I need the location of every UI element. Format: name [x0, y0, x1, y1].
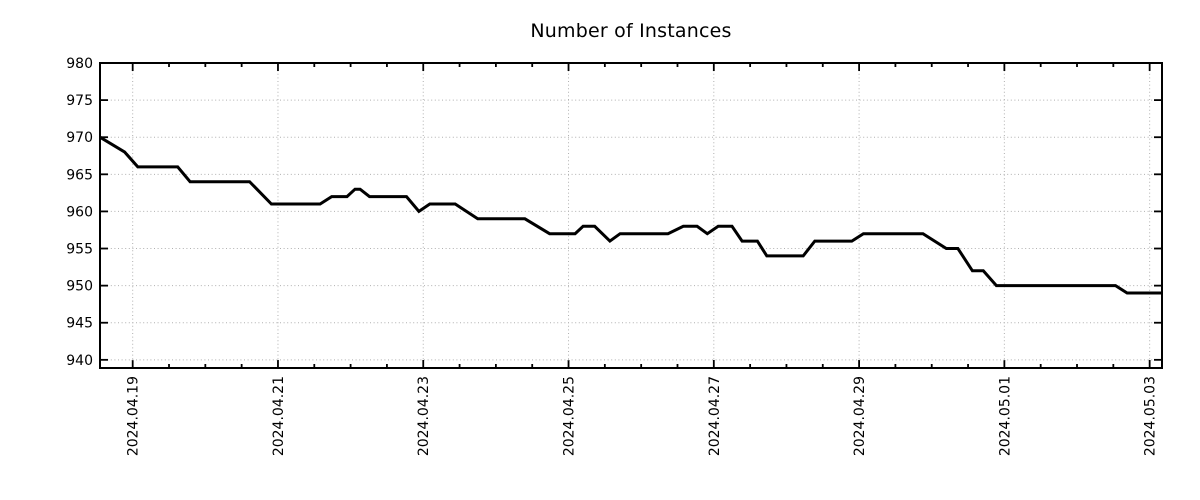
x-tick-label: 2024.05.01 — [997, 376, 1013, 456]
x-tick-label: 2024.04.19 — [126, 376, 142, 456]
x-tick-label: 2024.04.29 — [852, 376, 868, 456]
y-tick-label: 960 — [66, 204, 93, 220]
x-tick-label: 2024.04.25 — [562, 376, 578, 456]
x-tick-label: 2024.04.21 — [271, 376, 287, 456]
y-tick-label: 950 — [66, 279, 93, 295]
y-tick-label: 965 — [66, 167, 93, 183]
plot-border — [99, 62, 1163, 369]
y-tick-label: 955 — [66, 242, 93, 258]
y-tick-label: 945 — [66, 316, 93, 332]
x-tick-label: 2024.05.03 — [1143, 376, 1159, 456]
y-tick-label: 980 — [66, 56, 93, 72]
y-tick-label: 970 — [66, 130, 93, 146]
y-tick-label: 940 — [66, 353, 93, 369]
chart-title: Number of Instances — [530, 20, 732, 42]
x-tick-label: 2024.04.27 — [707, 376, 723, 456]
data-line — [99, 135, 1162, 295]
x-tick-label: 2024.04.23 — [416, 376, 432, 456]
y-tick-label: 975 — [66, 93, 93, 109]
